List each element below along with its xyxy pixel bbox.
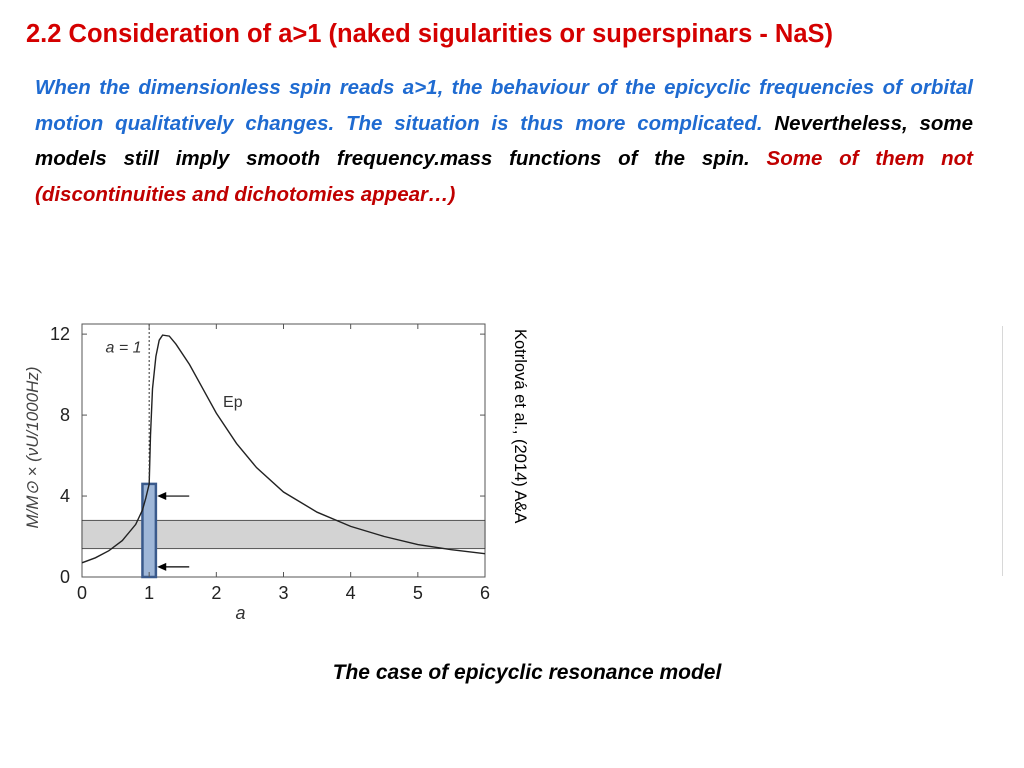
series-line-ep [82,334,485,564]
slide-title: 2.2 Consideration of a>1 (naked sigulari… [26,20,834,48]
slide-paragraph: When the dimensionless spin reads a>1, t… [35,70,973,212]
citation-credit: Kotrlová et al., (2014) A&A [511,329,529,524]
paragraph-blue-text: When the dimensionless spin reads a>1, t… [35,76,973,135]
divider-line [1002,326,1003,576]
y-tick-label: 4 [60,486,70,506]
y-tick-label: 0 [60,567,70,587]
x-tick-label: 5 [413,583,423,603]
annotation-ep: Ep [223,394,243,411]
annotation-a1: a = 1 [106,339,142,356]
arrow-head [157,492,167,501]
x-tick-label: 1 [144,583,154,603]
paragraph-red-text: Some of them not (discontinuities and di… [35,147,973,206]
x-tick-label: 2 [211,583,221,603]
x-tick-label: 4 [346,583,356,603]
x-tick-label: 0 [77,583,87,603]
paragraph-black-text: Nevertheless, some models still imply sm… [35,111,973,171]
x-tick-label: 3 [278,583,288,603]
arrow-1 [157,492,190,501]
highlight-box [141,482,158,579]
y-tick-label: 8 [60,405,70,425]
x-axis-label: a [235,603,245,623]
x-tick-label: 6 [480,583,490,603]
y-tick-label: 12 [50,324,70,344]
figure-caption: The case of epicyclic resonance model [332,661,722,684]
arrow-2 [157,562,190,571]
y-axis-label: M/M⊙ × (νU/1000Hz) [23,366,42,528]
arrow-head [157,562,167,571]
